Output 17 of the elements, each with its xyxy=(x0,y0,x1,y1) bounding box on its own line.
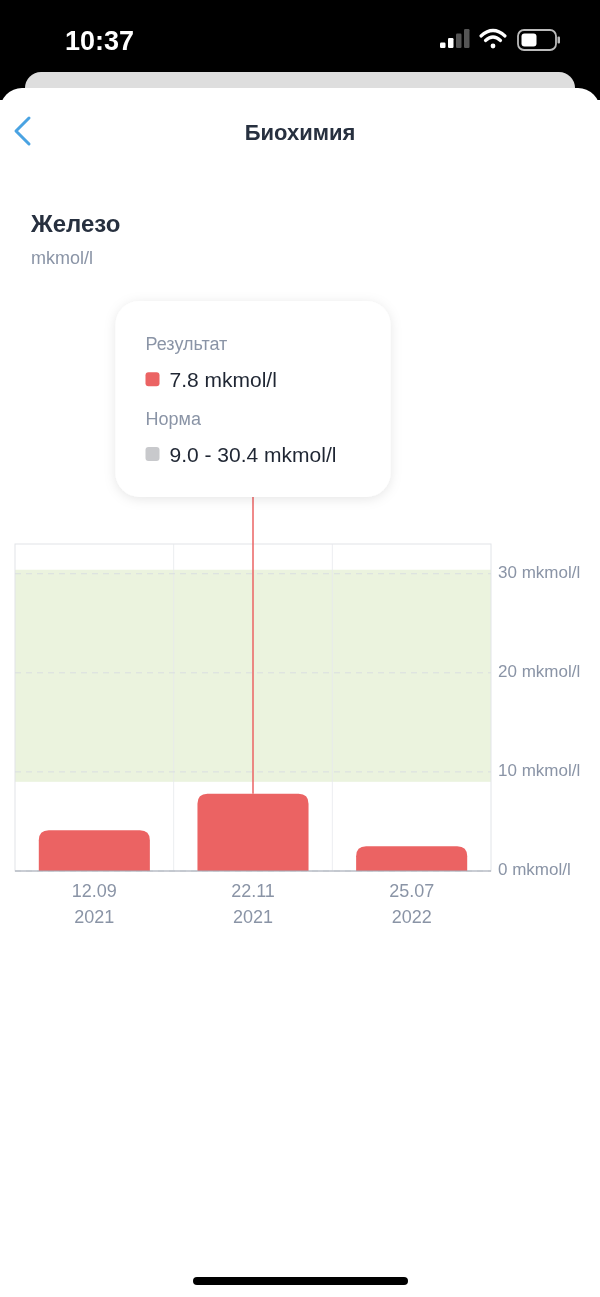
bar xyxy=(38,830,150,871)
text: 9.0 - 30.4 mkmol/l xyxy=(169,442,337,466)
text: 7.8 mkmol/l xyxy=(169,368,277,392)
x-tick-label: 25.07 2022 xyxy=(389,881,435,927)
bar xyxy=(356,846,468,871)
text: 10:37 xyxy=(65,26,135,56)
chart-title: Железо xyxy=(30,210,121,237)
y-tick-label: 10 mkmol/l xyxy=(498,761,581,781)
chart-subtitle: mkmol/l xyxy=(31,248,93,268)
x-tick-label: 22.11 2021 xyxy=(231,881,275,927)
y-tick-label: 20 mkmol/l xyxy=(498,662,581,682)
text: Биохимия xyxy=(244,120,356,145)
x-tick-label: 12.09 2021 xyxy=(71,881,117,927)
y-tick-label: 0 mkmol/l xyxy=(498,860,571,880)
text: Норма xyxy=(145,408,202,429)
text: Результат xyxy=(145,334,228,354)
y-tick-label: 30 mkmol/l xyxy=(498,563,581,583)
